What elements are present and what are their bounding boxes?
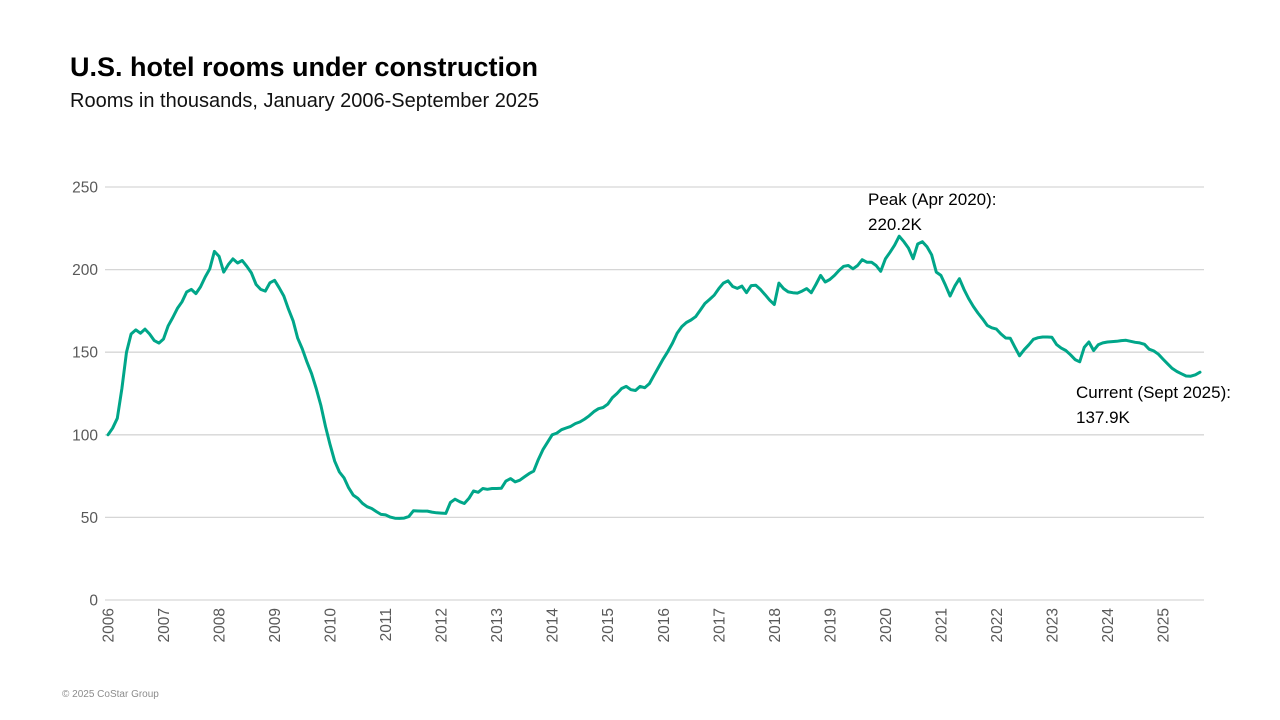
current-annotation: Current (Sept 2025): 137.9K [1076,380,1231,430]
y-axis-tick-label: 100 [72,427,98,444]
x-axis-tick-label: 2018 [767,608,784,642]
y-axis-tick-label: 50 [81,510,99,527]
peak-annotation-label: Peak (Apr 2020): [868,190,997,209]
peak-annotation: Peak (Apr 2020): 220.2K [868,187,997,237]
x-axis-tick-label: 2022 [989,608,1006,642]
x-axis-tick-label: 2016 [656,608,673,642]
copyright-note: © 2025 CoStar Group [62,689,159,700]
x-axis-tick-label: 2025 [1155,608,1172,642]
x-axis-tick-label: 2011 [378,608,395,641]
x-axis-tick-label: 2012 [434,608,451,642]
x-axis-tick-label: 2024 [1100,608,1117,643]
current-annotation-value: 137.9K [1076,408,1130,427]
peak-annotation-value: 220.2K [868,215,922,234]
y-axis-tick-label: 0 [89,593,98,610]
current-annotation-label: Current (Sept 2025): [1076,383,1231,402]
x-axis-tick-label: 2009 [267,608,284,642]
y-axis-tick-label: 200 [72,262,98,279]
x-axis-tick-label: 2008 [212,608,229,642]
x-axis-tick-label: 2021 [933,608,950,642]
x-axis-tick-label: 2015 [600,608,617,642]
x-axis-tick-label: 2017 [711,608,728,642]
x-axis-tick-label: 2020 [878,608,895,643]
y-axis-tick-label: 250 [72,180,98,197]
x-axis-tick-label: 2007 [156,608,173,642]
x-axis-tick-label: 2013 [489,608,506,642]
x-axis-tick-label: 2014 [545,608,562,643]
chart-subtitle: Rooms in thousands, January 2006-Septemb… [70,90,540,112]
rooms-under-construction-line [106,234,1202,520]
x-axis-tick-label: 2006 [101,608,118,642]
x-axis-tick-label: 2019 [822,608,839,642]
chart-title: U.S. hotel rooms under construction [70,52,539,82]
y-axis-tick-label: 150 [72,345,98,362]
x-axis-tick-label: 2010 [323,608,340,643]
x-axis-tick-label: 2023 [1044,608,1061,642]
